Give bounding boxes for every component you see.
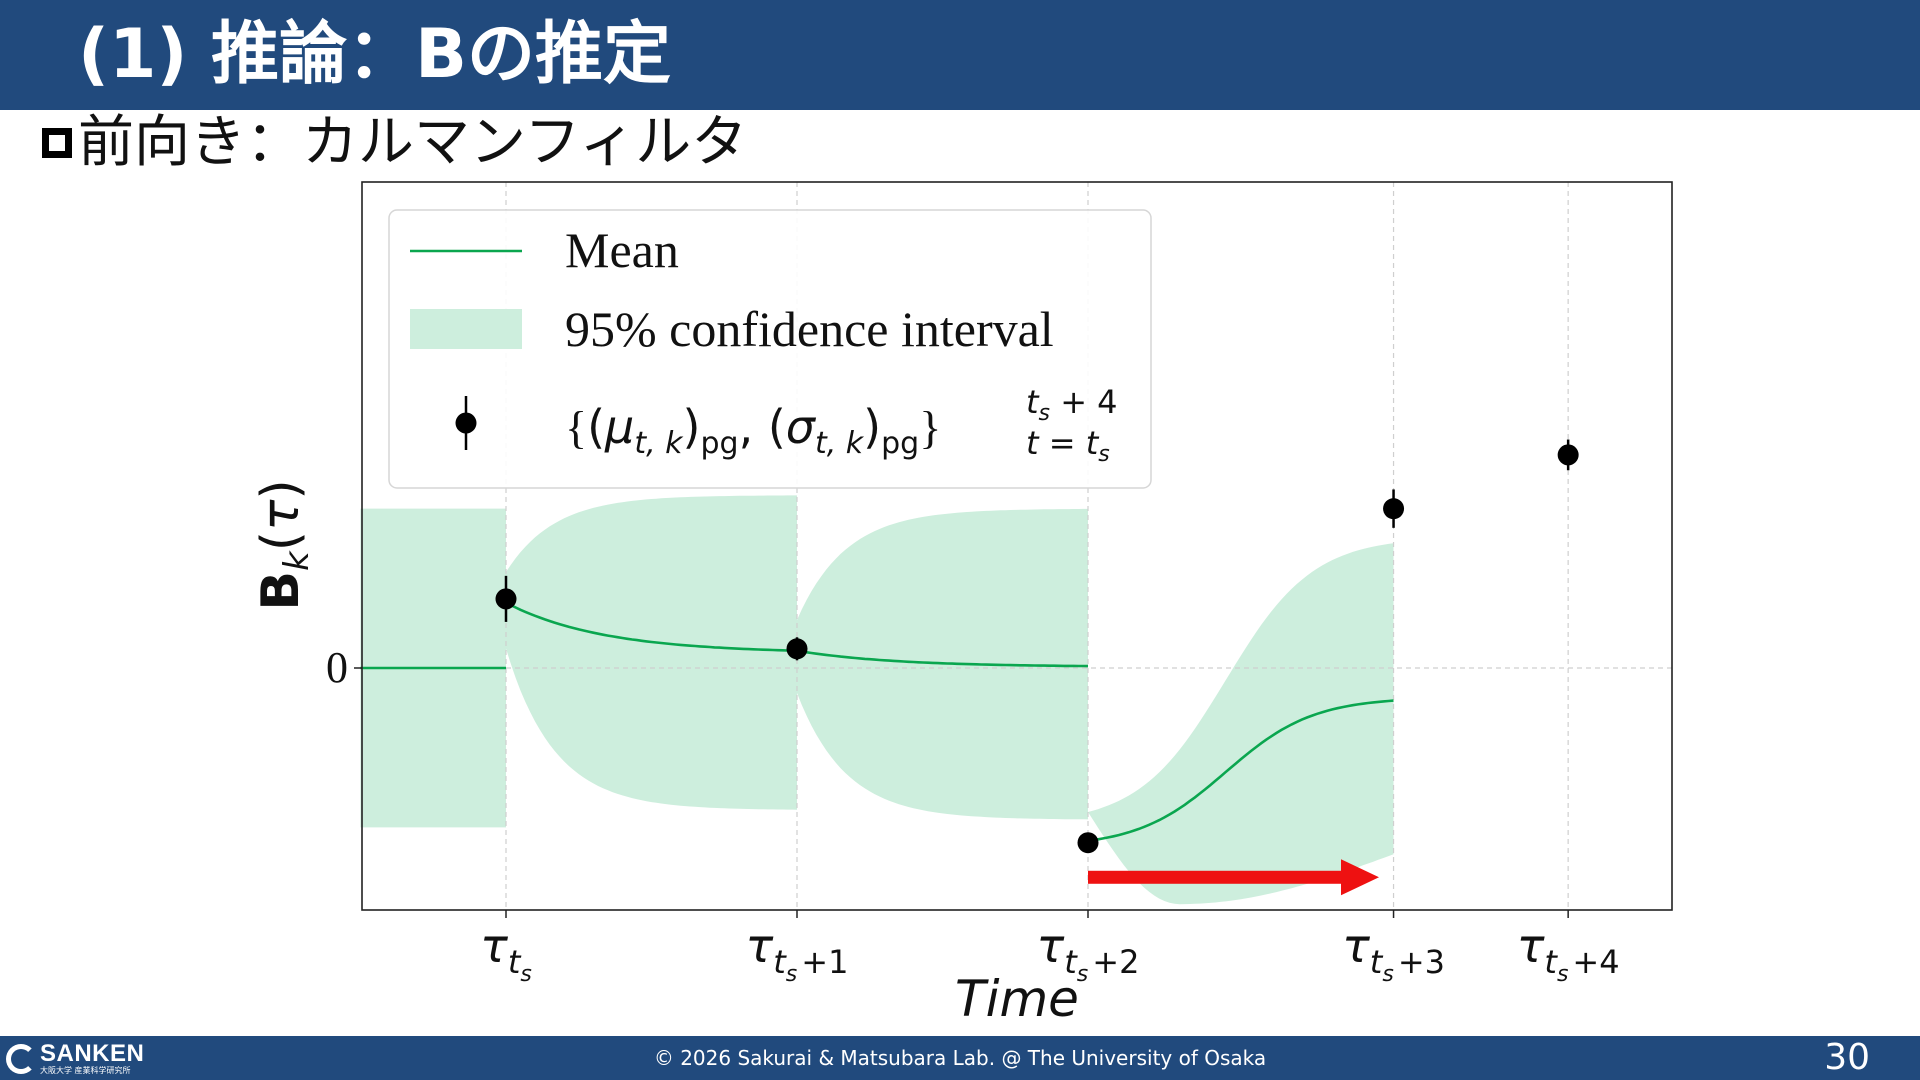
legend-label-mean: Mean [565, 222, 679, 278]
footer-bar: © 2026 Sakurai & Matsubara Lab. @ The Un… [0, 1036, 1920, 1080]
hollow-square-bullet-icon [42, 128, 72, 158]
arrow-head [1341, 859, 1379, 896]
mean-line-segment-4 [1087, 699, 1394, 843]
x-tick-label-1: τts [480, 919, 532, 987]
legend-point-swatch [455, 412, 477, 434]
page-number: 30 [1824, 1037, 1870, 1078]
x-tick-label-3: τts +2 [1037, 919, 1140, 987]
data-point-marker [495, 588, 517, 610]
slide-title: (1) 推論：Bの推定 [78, 15, 671, 94]
sanken-logo-icon [6, 1044, 36, 1074]
data-point-marker [1557, 444, 1579, 466]
confidence-band-4 [1088, 543, 1394, 905]
sanken-logo: SANKEN 大阪大学 産業科学研究所 [6, 1040, 144, 1078]
red-arrow-annotation [1088, 859, 1379, 896]
y-tick-label-1: 0 [326, 643, 348, 692]
copyright-text: © 2026 Sakurai & Matsubara Lab. @ The Un… [653, 1046, 1267, 1070]
logo-name: SANKEN [40, 1040, 145, 1067]
title-bar: (1) 推論：Bの推定 [0, 0, 1920, 110]
legend-label-interval: 95% confidence interval [565, 301, 1054, 357]
x-tick-label-4: τts +3 [1342, 919, 1445, 987]
legend-interval-swatch [410, 309, 522, 349]
legend-subscript: t = ts [1026, 424, 1110, 467]
section-heading-text: 前向き：カルマンフィルタ [78, 110, 748, 175]
logo-subtext: 大阪大学 産業科学研究所 [40, 1066, 131, 1075]
legend-superscript: ts + 4 [1026, 383, 1118, 426]
x-tick-label-5: τts +4 [1517, 919, 1620, 987]
legend-box [388, 209, 1152, 489]
x-axis-label: Time [955, 970, 1079, 1028]
data-point-marker [1383, 498, 1405, 520]
mean-line-segment-3 [796, 649, 1089, 668]
observation-point-2 [786, 637, 808, 661]
legend-label-observations: {(μt, k)pg, (σt, k)pg} [565, 400, 941, 461]
observation-point-4 [1383, 489, 1405, 528]
legend: Mean 95% confidence interval {(μt, k)pg, (… [388, 209, 1152, 489]
confidence-band-2 [506, 495, 797, 810]
section-heading: 前向き：カルマンフィルタ [42, 110, 747, 176]
data-point-marker [786, 638, 808, 660]
observation-point-1 [495, 575, 517, 622]
arrow-shaft [1088, 870, 1343, 884]
observation-point-3 [1077, 832, 1099, 854]
plot-frame [361, 181, 1673, 911]
x-tick-label-2: τts +1 [746, 919, 849, 987]
data-point-marker [1077, 832, 1099, 854]
y-axis-label: Bk(τ) [251, 479, 317, 610]
mean-line-segment-2 [505, 601, 798, 652]
observation-point-5 [1557, 439, 1579, 471]
